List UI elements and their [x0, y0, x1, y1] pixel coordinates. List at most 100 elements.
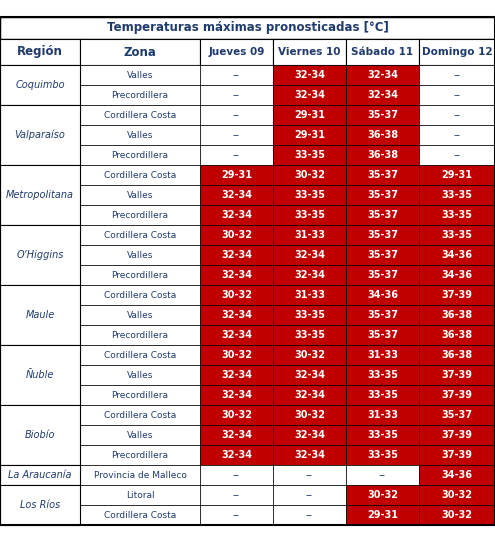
Bar [346, 145, 419, 165]
Bar [346, 445, 419, 465]
Text: 33-35: 33-35 [294, 310, 325, 320]
Bar [200, 205, 273, 225]
Text: Ñuble: Ñuble [26, 370, 54, 380]
Bar [80, 465, 200, 485]
Text: --: -- [233, 70, 240, 80]
Bar [80, 265, 200, 285]
Text: 32-34: 32-34 [221, 370, 252, 380]
Text: --: -- [233, 470, 240, 480]
Bar [0, 405, 80, 465]
Text: 35-37: 35-37 [367, 250, 398, 260]
Bar [273, 305, 346, 325]
Bar [273, 385, 346, 405]
Text: Cordillera Costa: Cordillera Costa [104, 410, 176, 420]
Text: 31-33: 31-33 [367, 410, 398, 420]
Bar [0, 65, 80, 105]
Text: 32-34: 32-34 [367, 70, 398, 80]
Bar [273, 105, 346, 125]
Bar [200, 345, 273, 365]
Text: Precordillera: Precordillera [111, 390, 168, 399]
Text: Precordillera: Precordillera [111, 331, 168, 339]
Bar [346, 225, 419, 245]
Bar [80, 125, 200, 145]
Bar [80, 485, 200, 505]
Text: 31-33: 31-33 [294, 230, 325, 240]
Bar [419, 485, 495, 505]
Text: Precordillera: Precordillera [111, 210, 168, 220]
Text: --: -- [453, 70, 460, 80]
Text: Precordillera: Precordillera [111, 270, 168, 280]
Text: La Araucanía: La Araucanía [8, 470, 72, 480]
Bar [419, 165, 495, 185]
Text: 32-34: 32-34 [221, 390, 252, 400]
Bar [419, 325, 495, 345]
Bar [346, 185, 419, 205]
Text: Valles: Valles [127, 131, 153, 139]
Bar [346, 245, 419, 265]
Text: 35-37: 35-37 [367, 330, 398, 340]
Bar [419, 245, 495, 265]
Text: 32-34: 32-34 [294, 270, 325, 280]
Text: Domingo 12: Domingo 12 [422, 47, 493, 57]
Text: 32-34: 32-34 [221, 250, 252, 260]
Bar [273, 85, 346, 105]
Text: Cordillera Costa: Cordillera Costa [104, 111, 176, 119]
Text: Cordillera Costa: Cordillera Costa [104, 511, 176, 519]
Text: 32-34: 32-34 [221, 270, 252, 280]
Bar [346, 125, 419, 145]
Text: 33-35: 33-35 [294, 190, 325, 200]
Text: 32-34: 32-34 [221, 450, 252, 460]
Text: 36-38: 36-38 [367, 150, 398, 160]
Text: Maule: Maule [25, 310, 54, 320]
Text: 34-36: 34-36 [442, 470, 473, 480]
Bar [80, 325, 200, 345]
Bar [200, 465, 273, 485]
Text: 36-38: 36-38 [442, 330, 473, 340]
Text: Temperaturas máximas pronosticadas [°C]: Temperaturas máximas pronosticadas [°C] [106, 22, 389, 35]
Bar [0, 225, 80, 285]
Bar [346, 165, 419, 185]
Bar [419, 265, 495, 285]
Bar [419, 225, 495, 245]
Bar [0, 345, 80, 405]
Text: --: -- [233, 150, 240, 160]
Text: 32-34: 32-34 [221, 210, 252, 220]
Bar [419, 145, 495, 165]
Bar [419, 105, 495, 125]
Text: 33-35: 33-35 [442, 190, 473, 200]
Bar [346, 425, 419, 445]
Text: Cordillera Costa: Cordillera Costa [104, 351, 176, 359]
Bar [273, 225, 346, 245]
Text: 32-34: 32-34 [221, 190, 252, 200]
Bar [80, 385, 200, 405]
Bar [346, 105, 419, 125]
Bar [200, 285, 273, 305]
Text: Valles: Valles [127, 190, 153, 199]
Text: 33-35: 33-35 [442, 230, 473, 240]
Bar [346, 505, 419, 525]
Text: 32-34: 32-34 [294, 370, 325, 380]
Bar [273, 445, 346, 465]
Text: Precordillera: Precordillera [111, 91, 168, 100]
Bar [200, 125, 273, 145]
Bar [80, 345, 200, 365]
Bar [273, 165, 346, 185]
Bar [80, 145, 200, 165]
Bar [273, 145, 346, 165]
Text: 33-35: 33-35 [442, 210, 473, 220]
Bar [200, 145, 273, 165]
Text: 30-32: 30-32 [294, 170, 325, 180]
Bar [419, 185, 495, 205]
Text: Cordillera Costa: Cordillera Costa [104, 171, 176, 179]
Text: --: -- [233, 490, 240, 500]
Bar [419, 405, 495, 425]
Bar [0, 485, 80, 525]
Bar [200, 325, 273, 345]
Text: Zona: Zona [124, 46, 156, 59]
Text: 35-37: 35-37 [367, 270, 398, 280]
Bar [346, 265, 419, 285]
Text: 32-34: 32-34 [294, 250, 325, 260]
Text: 32-34: 32-34 [221, 330, 252, 340]
Bar [80, 285, 200, 305]
Text: Cordillera Costa: Cordillera Costa [104, 291, 176, 300]
